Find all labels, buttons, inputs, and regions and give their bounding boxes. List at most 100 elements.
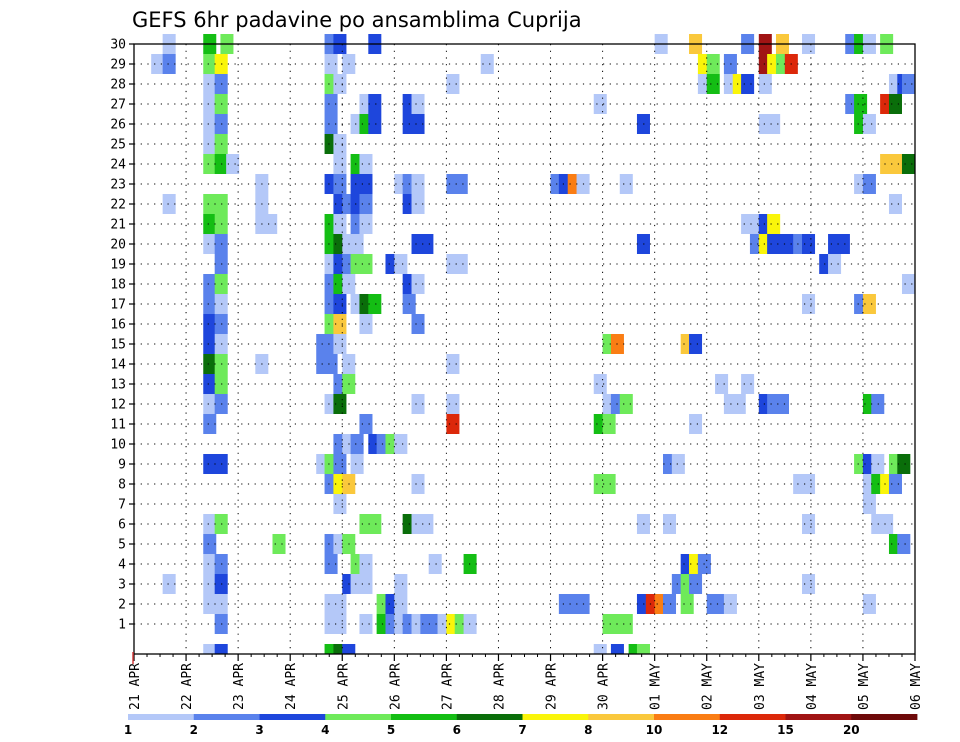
heatmap-cell [162, 574, 176, 594]
heatmap-cell [428, 554, 442, 574]
heatmap-cell [741, 374, 755, 394]
heatmap-cell [272, 534, 286, 554]
colorbar-swatch [588, 714, 655, 720]
heatmap-cell [663, 514, 677, 534]
heatmap-cell [394, 594, 408, 614]
y-tick-label: 11 [110, 418, 126, 433]
heatmap-cell [359, 254, 373, 274]
heatmap-cell [203, 394, 217, 414]
heatmap-cell [862, 594, 876, 614]
heatmap-cell [706, 74, 720, 94]
heatmap-cell [203, 574, 217, 594]
y-tick-label: 18 [110, 278, 126, 293]
heatmap-cell [324, 354, 338, 374]
heatmap-cell [264, 214, 278, 234]
heatmap-cell [203, 414, 217, 434]
y-tick-label: 25 [110, 138, 126, 153]
heatmap-cell [897, 454, 911, 474]
colorbar-label: 1 [124, 723, 132, 737]
heatmap-cell [888, 194, 902, 214]
heatmap-cell [333, 614, 347, 634]
colorbar-swatch [456, 714, 523, 720]
heatmap-cell [619, 394, 633, 414]
heatmap-cell [732, 394, 746, 414]
heatmap-cell [203, 374, 217, 394]
heatmap-cell [324, 54, 338, 74]
colorbar-label: 7 [518, 723, 526, 737]
heatmap-cell [767, 114, 781, 134]
colorbar-label: 12 [711, 723, 728, 737]
heatmap-cell [333, 74, 347, 94]
heatmap-cell [203, 334, 217, 354]
heatmap-cell [151, 54, 165, 74]
y-tick-label: 29 [110, 58, 126, 73]
y-tick-label: 24 [110, 158, 126, 173]
colorbar: 1 2 3 4 5 6 7 8 10 12 15 20 [124, 714, 918, 737]
x-tick-label: 21 APR [128, 663, 143, 710]
heatmap-cell [880, 514, 894, 534]
heatmap-cell [836, 234, 850, 254]
heatmap-cell [359, 314, 373, 334]
y-tick-label: 13 [110, 378, 126, 393]
heatmap-cell [767, 214, 781, 234]
heatmap-cell [359, 154, 373, 174]
heatmap-cell [802, 474, 816, 494]
heatmap-cell [411, 474, 425, 494]
grid-lines [134, 43, 915, 654]
heatmap-cell [901, 154, 915, 174]
heatmap-cell [203, 514, 217, 534]
heatmap-cell [420, 234, 434, 254]
colorbar-swatch [851, 714, 918, 720]
heatmap-cell [324, 114, 338, 134]
heatmap-cell [446, 354, 460, 374]
colorbar-swatch [654, 714, 721, 720]
heatmap-cell [862, 174, 876, 194]
heatmap-cell [758, 74, 772, 94]
y-tick-label: 4 [118, 558, 126, 573]
heatmap-cell [333, 294, 347, 314]
y-tick-label: 12 [110, 398, 126, 413]
y-tick-label: 14 [110, 358, 126, 373]
y-tick-label: 20 [110, 238, 126, 253]
heatmap-cell [226, 154, 240, 174]
y-axis: 1234567891011121314151617181920212223242… [110, 38, 134, 633]
heatmap-cell [862, 294, 876, 314]
y-tick-label: 9 [118, 458, 126, 473]
heatmap-cell [359, 194, 373, 214]
heatmap-cell [333, 154, 347, 174]
heatmap-cell [203, 54, 217, 74]
heatmap-cell [333, 174, 347, 194]
heatmap-cell [901, 74, 915, 94]
heatmap-cell [854, 94, 868, 114]
heatmap-cell [203, 554, 217, 574]
x-tick-label: 02 MAY [701, 663, 716, 710]
colorbar-label: 5 [387, 723, 395, 737]
heatmap-cell [368, 294, 382, 314]
heatmap-cell [636, 644, 650, 654]
x-tick-label: 28 APR [493, 663, 508, 710]
heatmap-cell [689, 334, 703, 354]
heatmap-cell [203, 134, 217, 154]
heatmap-cell [359, 614, 373, 634]
heatmap-cell [446, 394, 460, 414]
y-tick-label: 8 [118, 478, 126, 493]
heatmap-cell [663, 594, 677, 614]
colorbar-label: 15 [777, 723, 794, 737]
y-tick-label: 22 [110, 198, 126, 213]
heatmap-cell [359, 174, 373, 194]
heatmap-cell [802, 234, 816, 254]
heatmap-cell [333, 594, 347, 614]
x-tick-label: 26 APR [388, 663, 403, 710]
x-tick-label: 29 APR [545, 663, 560, 710]
colorbar-label: 6 [453, 723, 461, 737]
colorbar-label: 2 [190, 723, 198, 737]
heatmap-cell [203, 154, 217, 174]
heatmap-cell [454, 254, 468, 274]
heatmap-cell [368, 514, 382, 534]
x-tick-label: 01 MAY [649, 663, 664, 710]
heatmap-cell [897, 534, 911, 554]
heatmap-cell [689, 574, 703, 594]
heatmap-cell [689, 414, 703, 434]
heatmap-cell [368, 114, 382, 134]
